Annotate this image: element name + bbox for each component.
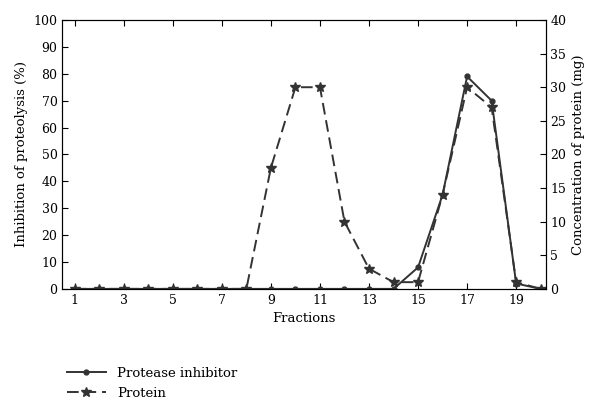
Protease inhibitor xyxy=(292,286,299,291)
Protein xyxy=(415,280,422,285)
Y-axis label: Concentration of protein (mg): Concentration of protein (mg) xyxy=(572,54,585,255)
Protease inhibitor xyxy=(488,98,495,103)
Protease inhibitor xyxy=(194,286,201,291)
Protease inhibitor xyxy=(537,286,544,291)
Y-axis label: Inhibition of proteolysis (%): Inhibition of proteolysis (%) xyxy=(15,61,28,247)
Protein xyxy=(145,286,152,291)
Protease inhibitor xyxy=(169,286,176,291)
Protease inhibitor xyxy=(120,286,127,291)
Protein xyxy=(95,286,103,291)
Protein xyxy=(120,286,127,291)
Protease inhibitor xyxy=(463,74,470,79)
Protein xyxy=(71,286,78,291)
Protein xyxy=(267,166,274,171)
Protein xyxy=(292,85,299,90)
Protein xyxy=(341,219,348,224)
Line: Protein: Protein xyxy=(70,82,545,294)
Protein xyxy=(243,286,250,291)
Protein xyxy=(169,286,176,291)
Protein xyxy=(439,192,446,197)
Protein xyxy=(365,266,373,271)
Protein xyxy=(537,286,544,291)
Protein xyxy=(218,286,226,291)
Protease inhibitor xyxy=(316,286,323,291)
Protease inhibitor xyxy=(243,286,250,291)
Protein xyxy=(390,280,397,285)
Protease inhibitor xyxy=(365,286,373,291)
Protease inhibitor xyxy=(71,286,78,291)
Protein xyxy=(488,105,495,110)
Protease inhibitor xyxy=(439,192,446,197)
Protease inhibitor xyxy=(218,286,226,291)
Protein xyxy=(463,85,470,90)
Protease inhibitor xyxy=(341,286,348,291)
Protein xyxy=(194,286,201,291)
Protease inhibitor xyxy=(390,286,397,291)
Protease inhibitor xyxy=(415,265,422,270)
Legend: Protease inhibitor, Protein: Protease inhibitor, Protein xyxy=(67,367,237,400)
Protease inhibitor xyxy=(512,281,520,286)
Protease inhibitor xyxy=(267,286,274,291)
Protease inhibitor xyxy=(95,286,103,291)
Protease inhibitor xyxy=(145,286,152,291)
X-axis label: Fractions: Fractions xyxy=(272,312,335,325)
Protein xyxy=(316,85,323,90)
Protein xyxy=(512,280,520,285)
Line: Protease inhibitor: Protease inhibitor xyxy=(70,72,545,294)
